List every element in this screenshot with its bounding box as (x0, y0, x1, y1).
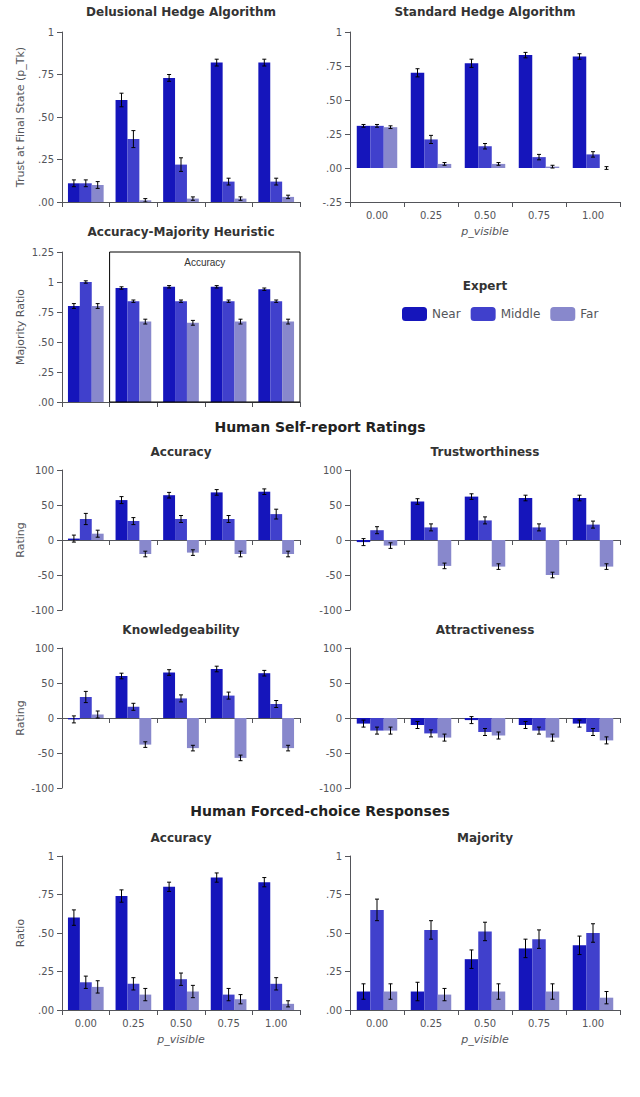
svg-text:.75: .75 (38, 307, 54, 318)
svg-text:-100: -100 (319, 605, 342, 616)
svg-text:.50: .50 (38, 928, 54, 939)
svg-text:Accuracy: Accuracy (184, 257, 225, 268)
svg-text:1.00: 1.00 (582, 210, 604, 221)
svg-text:p_visible: p_visible (460, 225, 509, 238)
svg-text:.25: .25 (38, 154, 54, 165)
svg-text:-50: -50 (326, 570, 342, 581)
svg-text:100: 100 (323, 465, 342, 476)
svg-text:0.25: 0.25 (122, 1018, 144, 1029)
svg-text:1: 1 (48, 27, 54, 38)
svg-text:.25: .25 (38, 966, 54, 977)
svg-text:-100: -100 (31, 605, 54, 616)
svg-text:.00: .00 (38, 197, 54, 208)
svg-text:100: 100 (323, 643, 342, 654)
svg-text:0: 0 (336, 713, 342, 724)
svg-text:.75: .75 (326, 889, 342, 900)
svg-text:Knowledgeability: Knowledgeability (122, 623, 240, 637)
svg-text:.75: .75 (38, 69, 54, 80)
svg-text:1: 1 (336, 851, 342, 862)
svg-text:0: 0 (48, 535, 54, 546)
svg-text:0.50: 0.50 (474, 1018, 496, 1029)
svg-text:Human Forced-choice Responses: Human Forced-choice Responses (190, 803, 449, 819)
svg-text:1.00: 1.00 (265, 1018, 287, 1029)
svg-text:100: 100 (35, 465, 54, 476)
svg-text:1.00: 1.00 (582, 1018, 604, 1029)
svg-text:Accuracy: Accuracy (150, 445, 211, 459)
svg-text:50: 50 (329, 500, 342, 511)
svg-text:0: 0 (336, 535, 342, 546)
svg-text:.00: .00 (326, 1005, 342, 1016)
svg-text:Rating: Rating (14, 700, 27, 735)
svg-text:.50: .50 (38, 337, 54, 348)
svg-text:Trust at Final State (p_Tk): Trust at Final State (p_Tk) (14, 47, 27, 188)
svg-text:Majority Ratio: Majority Ratio (14, 289, 27, 365)
svg-text:.25: .25 (38, 367, 54, 378)
svg-text:Middle: Middle (501, 307, 541, 321)
svg-text:Accuracy-Majority Heuristic: Accuracy-Majority Heuristic (87, 225, 274, 239)
svg-text:p_visible: p_visible (156, 1033, 205, 1046)
svg-text:.25: .25 (326, 966, 342, 977)
svg-text:100: 100 (35, 643, 54, 654)
svg-text:.00: .00 (38, 1005, 54, 1016)
svg-text:0.25: 0.25 (420, 210, 442, 221)
svg-text:1: 1 (48, 277, 54, 288)
svg-text:Near: Near (432, 307, 461, 321)
svg-text:0.75: 0.75 (528, 210, 550, 221)
svg-text:Standard Hedge Algorithm: Standard Hedge Algorithm (394, 5, 575, 19)
svg-text:0.50: 0.50 (474, 210, 496, 221)
svg-text:0.25: 0.25 (420, 1018, 442, 1029)
svg-text:-.25: -.25 (322, 197, 342, 208)
svg-text:0.50: 0.50 (170, 1018, 192, 1029)
svg-text:1: 1 (48, 851, 54, 862)
svg-text:50: 50 (41, 678, 54, 689)
svg-text:.50: .50 (38, 112, 54, 123)
svg-text:0.00: 0.00 (75, 1018, 97, 1029)
svg-text:50: 50 (41, 500, 54, 511)
svg-text:.00: .00 (38, 397, 54, 408)
svg-text:.00: .00 (326, 163, 342, 174)
svg-text:.50: .50 (326, 928, 342, 939)
svg-text:Delusional Hedge Algorithm: Delusional Hedge Algorithm (86, 5, 276, 19)
svg-text:Rating: Rating (14, 522, 27, 557)
svg-text:-50: -50 (38, 570, 54, 581)
svg-text:.25: .25 (326, 129, 342, 140)
svg-text:1.25: 1.25 (32, 247, 54, 258)
svg-text:Human Self-report Ratings: Human Self-report Ratings (214, 419, 425, 435)
svg-text:Ratio: Ratio (14, 919, 27, 948)
svg-text:.50: .50 (326, 95, 342, 106)
svg-text:0.00: 0.00 (366, 1018, 388, 1029)
svg-text:-50: -50 (38, 748, 54, 759)
svg-text:Accuracy: Accuracy (150, 831, 211, 845)
svg-text:Expert: Expert (463, 279, 508, 293)
svg-text:Trustworthiness: Trustworthiness (431, 445, 540, 459)
svg-text:0.75: 0.75 (528, 1018, 550, 1029)
svg-text:Attractiveness: Attractiveness (436, 623, 535, 637)
svg-text:-100: -100 (319, 783, 342, 794)
svg-text:0: 0 (48, 713, 54, 724)
svg-text:p_visible: p_visible (460, 1033, 509, 1046)
svg-text:0.75: 0.75 (217, 1018, 239, 1029)
svg-text:Majority: Majority (457, 831, 513, 845)
svg-text:50: 50 (329, 678, 342, 689)
svg-text:-100: -100 (31, 783, 54, 794)
svg-text:Far: Far (580, 307, 598, 321)
svg-text:.75: .75 (38, 889, 54, 900)
svg-text:-50: -50 (326, 748, 342, 759)
svg-text:1: 1 (336, 27, 342, 38)
svg-text:0.00: 0.00 (366, 210, 388, 221)
svg-text:.75: .75 (326, 61, 342, 72)
